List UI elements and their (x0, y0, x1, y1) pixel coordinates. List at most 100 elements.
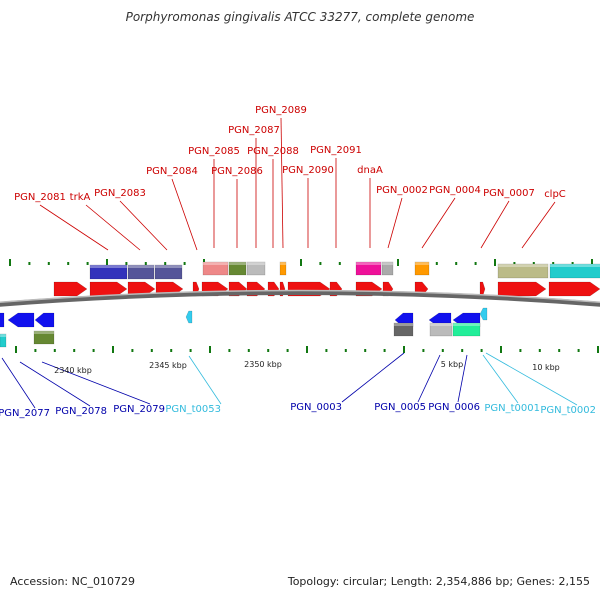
gene-label: PGN_2088 (247, 146, 299, 157)
tick-mark (15, 346, 17, 353)
label-leader-line (171, 178, 198, 251)
gene-label: PGN_2079 (113, 404, 165, 415)
domain-block (202, 261, 229, 276)
tick-mark (571, 262, 574, 265)
domain-block (549, 263, 600, 279)
gene-label: PGN_2085 (188, 146, 240, 157)
tick-mark (597, 346, 599, 353)
gene-label: clpC (544, 189, 566, 200)
scale-labels: 2340 kbp 2345 kbp 2350 kbp 5 kbp 10 kbp (54, 360, 560, 375)
tick-mark (183, 262, 186, 265)
domain-block-shine (34, 331, 54, 334)
tick-mark (125, 262, 128, 265)
tick-mark (164, 262, 167, 265)
tick-mark (397, 259, 399, 266)
forward-cds-arrow (548, 281, 600, 297)
gene-label: PGN_2091 (310, 145, 362, 156)
genome-title: Porphyromonas gingivalis ATCC 33277, com… (125, 10, 475, 24)
label-leader-line (41, 361, 151, 405)
tick-mark (519, 349, 522, 352)
label-leader-line (521, 201, 556, 249)
domain-block-shine (155, 265, 182, 268)
tick-mark (383, 349, 386, 352)
tick-mark (422, 349, 425, 352)
domain-block (452, 322, 481, 337)
label-leader-line (280, 117, 284, 249)
backbone-highlight (0, 289, 600, 303)
tick-mark (474, 262, 477, 265)
domain-block-shine (415, 262, 429, 265)
domain-block-shine (430, 323, 452, 326)
tick-mark (92, 349, 95, 352)
tick-mark (150, 349, 153, 352)
gene-label: PGN_2081 (14, 192, 66, 203)
label-leader-line (482, 354, 519, 404)
label-leader-line (119, 200, 168, 251)
domain-block (89, 264, 128, 280)
scale-label: 2350 kbp (244, 360, 282, 369)
tick-mark (28, 262, 31, 265)
tick-mark (577, 349, 580, 352)
gene-label: PGN_2090 (282, 165, 334, 176)
tick-mark (500, 346, 502, 353)
genome-summary-text: Topology: circular; Length: 2,354,886 bp… (287, 575, 590, 588)
tick-mark (532, 262, 535, 265)
tick-mark (319, 262, 322, 265)
domain-block-shine (0, 334, 6, 337)
tick-mark (247, 349, 250, 352)
tick-mark (112, 346, 114, 353)
tick-mark (189, 349, 192, 352)
gene-label: PGN_2077 (0, 408, 50, 419)
domain-block (127, 264, 155, 280)
domain-block (228, 261, 247, 276)
label-leader-line (387, 197, 403, 249)
tick-mark (538, 349, 541, 352)
domain-block (279, 261, 287, 276)
domain-block-shine (229, 262, 246, 265)
domain-block (0, 333, 7, 348)
label-leader-line (485, 352, 578, 406)
gene-label: PGN_0004 (429, 185, 481, 196)
tick-mark (591, 259, 593, 266)
tick-mark (494, 259, 496, 266)
backbone-line (0, 290, 600, 307)
tick-mark (338, 262, 341, 265)
domain-block (246, 261, 266, 276)
tick-mark (435, 262, 438, 265)
tick-mark (47, 262, 50, 265)
label-leader-line (417, 354, 441, 403)
tick-mark (170, 349, 173, 352)
label-leader-line (188, 355, 222, 405)
tick-mark (441, 349, 444, 352)
domain-block (429, 322, 453, 337)
tick-mark (325, 349, 328, 352)
gene-label: PGN_0007 (483, 188, 535, 199)
tick-mark (461, 349, 464, 352)
gene-label: PGN_t0001 (484, 403, 540, 414)
tick-mark (306, 346, 308, 353)
tick-mark (455, 262, 458, 265)
gene-label: PGN_t0002 (540, 405, 596, 416)
feature-layer (0, 261, 600, 348)
tick-mark (131, 349, 134, 352)
gene-label: PGN_2083 (94, 188, 146, 199)
label-leader-line (85, 204, 141, 251)
label-leader-line (341, 352, 405, 403)
domain-block-shine (247, 262, 265, 265)
forward-cds-arrow (479, 281, 486, 297)
tick-mark (267, 349, 270, 352)
domain-block-shine (128, 265, 154, 268)
scale-label: 10 kbp (532, 363, 560, 372)
tick-mark (86, 262, 89, 265)
tick-mark (552, 262, 555, 265)
gene-label: PGN_0005 (374, 402, 426, 413)
tick-mark (513, 262, 516, 265)
gene-label: dnaA (357, 165, 383, 176)
domain-block (497, 263, 549, 279)
domain-block (381, 261, 394, 276)
tick-mark (364, 349, 367, 352)
tick-mark (300, 259, 302, 266)
tick-mark (403, 346, 405, 353)
label-leader-line (39, 204, 109, 251)
